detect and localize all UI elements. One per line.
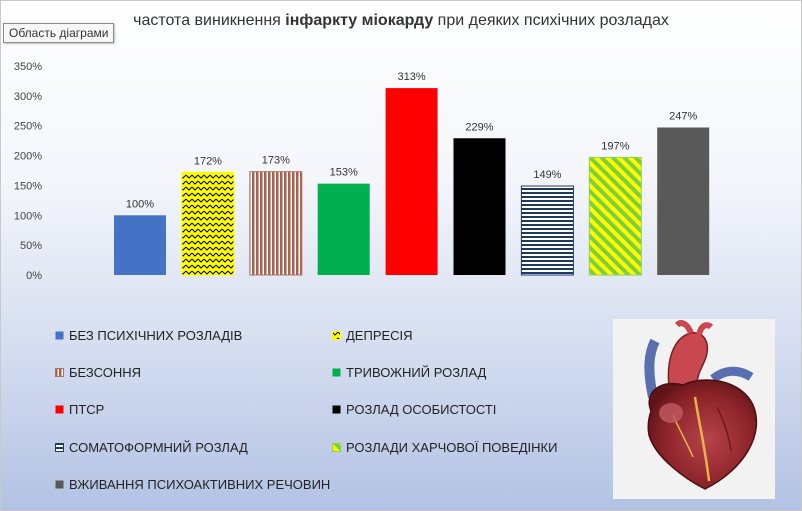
bar[interactable] xyxy=(520,185,574,276)
legend-label: БЕЗСОННЯ xyxy=(69,365,142,381)
legend-label: ВЖИВАННЯ ПСИХОАКТИВНИХ РЕЧОВИН xyxy=(69,476,331,492)
bar[interactable] xyxy=(181,171,235,276)
bar-value-label: 247% xyxy=(669,111,697,123)
bar-value-label: 229% xyxy=(465,121,493,133)
legend-swatch xyxy=(332,442,341,452)
bar-value-label: 313% xyxy=(398,71,426,83)
bar[interactable] xyxy=(249,171,303,276)
title-part-3: при деяких психічних розладах xyxy=(433,12,669,29)
legend-item[interactable]: БЕЗСОННЯ xyxy=(55,365,141,380)
bar-value-label: 197% xyxy=(601,140,629,152)
legend-label: ДЕПРЕСІЯ xyxy=(346,328,413,343)
legend-item[interactable]: ДЕПРЕСІЯ xyxy=(332,328,413,343)
bar[interactable] xyxy=(453,138,506,275)
bar[interactable] xyxy=(385,88,438,275)
bar-value-label: 172% xyxy=(194,155,222,167)
legend-swatch xyxy=(55,331,64,340)
y-tick-label: 150% xyxy=(14,180,42,192)
legend-label: РОЗЛАДИ ХАРЧОВОЇ ПОВЕДІНКИ xyxy=(346,439,558,455)
bar-value-label: 173% xyxy=(262,155,290,167)
legend-item[interactable]: РОЗЛАДИ ХАРЧОВОЇ ПОВЕДІНКИ xyxy=(332,440,557,455)
legend-label: ТРИВОЖНИЙ РОЗЛАД xyxy=(346,365,487,381)
bar-value-label: 149% xyxy=(533,169,561,181)
legend-item[interactable]: БЕЗ ПСИХІЧНИХ РОЗЛАДІВ xyxy=(55,328,242,343)
bar[interactable] xyxy=(317,183,370,275)
y-tick-label: 50% xyxy=(20,240,42,252)
legend-swatch xyxy=(332,368,341,377)
y-tick-label: 0% xyxy=(26,270,42,282)
legend-swatch xyxy=(55,405,64,414)
y-tick-label: 300% xyxy=(14,91,42,103)
y-tick-label: 350% xyxy=(14,61,42,73)
y-tick-label: 250% xyxy=(14,121,42,133)
legend-label: РОЗЛАД ОСОБИСТОСТІ xyxy=(346,402,497,418)
bar[interactable] xyxy=(657,127,710,276)
legend-label: БЕЗ ПСИХІЧНИХ РОЗЛАДІВ xyxy=(69,328,243,343)
legend-swatch xyxy=(55,368,64,378)
legend-item[interactable]: ПТСР xyxy=(55,402,104,417)
legend-item[interactable]: ВЖИВАННЯ ПСИХОАКТИВНИХ РЕЧОВИН xyxy=(55,477,330,492)
bar[interactable] xyxy=(114,215,166,275)
legend-swatch xyxy=(332,331,341,340)
legend-swatch xyxy=(55,480,64,489)
heart-illustration xyxy=(613,319,775,499)
legend-item[interactable]: РОЗЛАД ОСОБИСТОСТІ xyxy=(332,402,496,417)
chart-area-tooltip: Область діаграми xyxy=(3,23,115,43)
legend-item[interactable]: СОМАТОФОРМНИЙ РОЗЛАД xyxy=(55,440,248,455)
y-tick-label: 100% xyxy=(14,210,42,222)
title-part-2: інфаркту міокарду xyxy=(285,12,434,29)
bar[interactable] xyxy=(588,156,642,276)
legend-item[interactable]: ТРИВОЖНИЙ РОЗЛАД xyxy=(332,365,486,380)
legend-label: СОМАТОФОРМНИЙ РОЗЛАД xyxy=(69,439,248,455)
bar-value-label: 100% xyxy=(126,198,154,210)
legend-label: ПТСР xyxy=(69,402,105,418)
title-part-1: частота виникнення xyxy=(133,12,286,29)
legend-swatch xyxy=(55,442,64,452)
chart-title: частота виникнення інфаркту міокарду при… xyxy=(0,12,802,30)
bar-value-label: 153% xyxy=(330,167,358,179)
legend-swatch xyxy=(332,405,341,414)
y-tick-label: 200% xyxy=(14,151,42,163)
